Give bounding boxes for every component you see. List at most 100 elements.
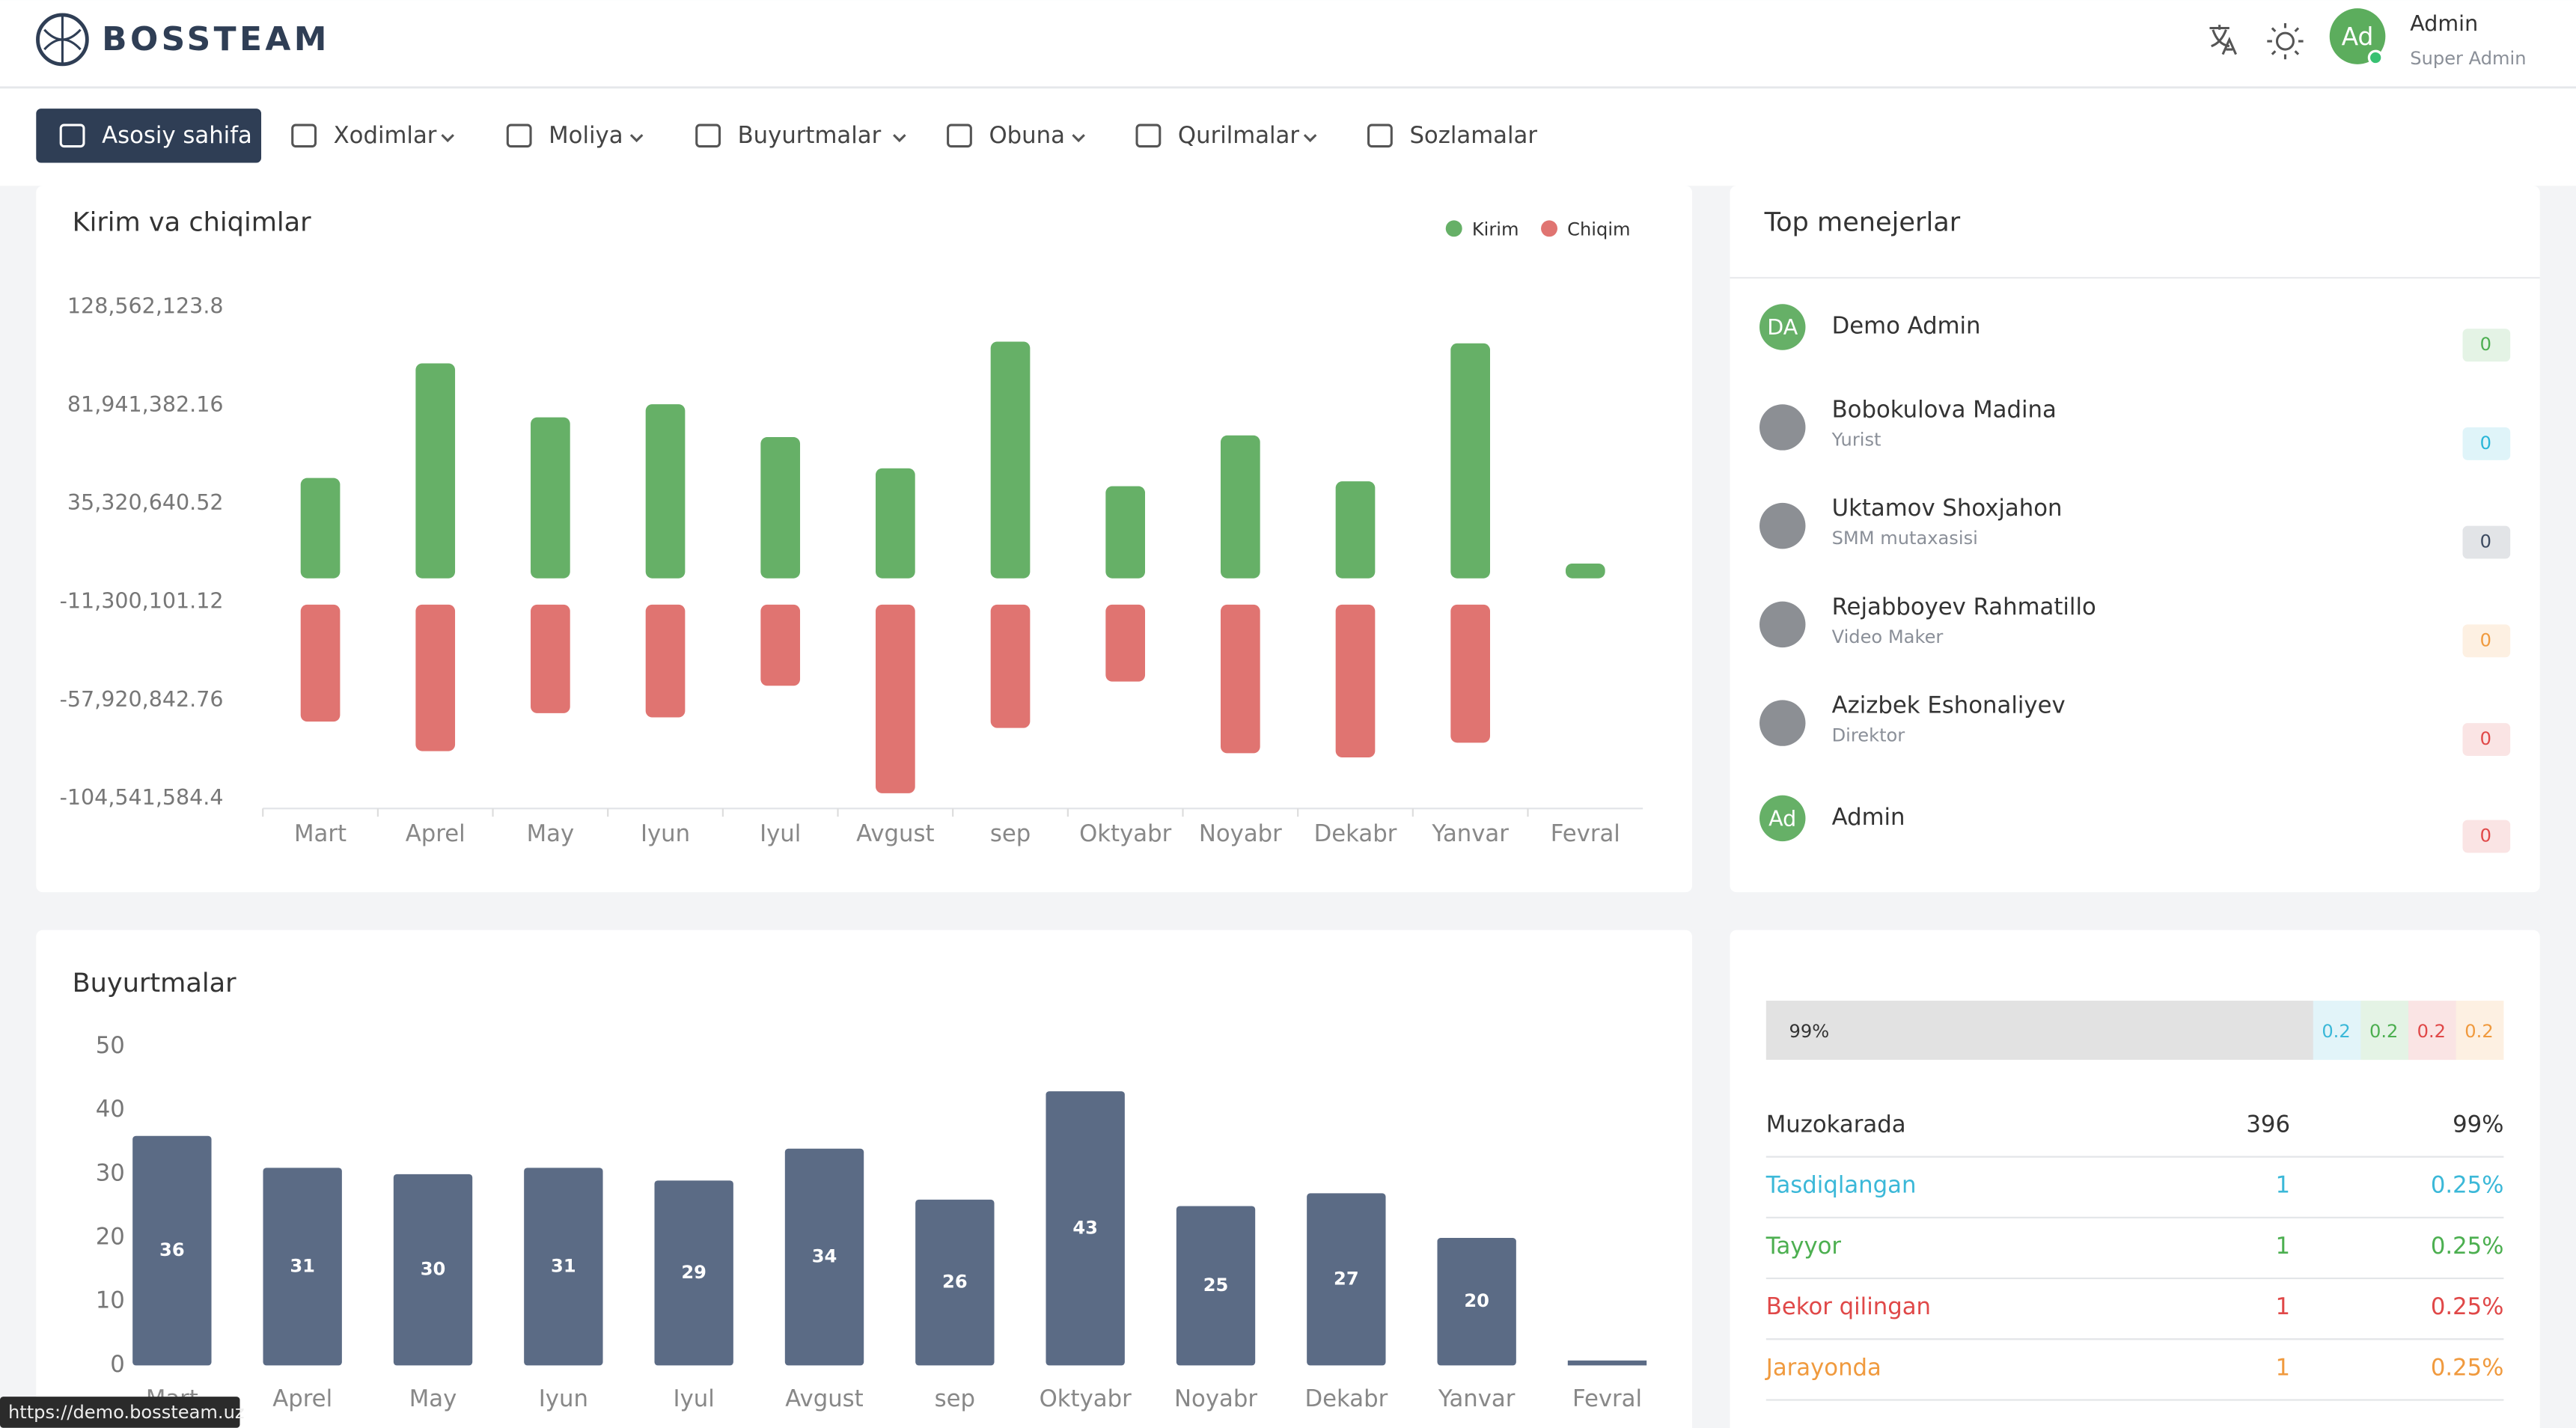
- manager-row[interactable]: Ad Admin 0: [1759, 795, 2511, 853]
- y-tick-label: -57,920,842.76: [60, 687, 224, 712]
- progress-label: 0.2: [2464, 1021, 2493, 1042]
- x-tick-label: Noyabr: [1174, 1385, 1257, 1412]
- x-tick-label: Fevral: [1572, 1385, 1642, 1412]
- bar: [263, 1168, 342, 1366]
- data-label: 29: [681, 1262, 706, 1283]
- nav-item[interactable]: Qurilmalar: [1135, 122, 1317, 149]
- nav-item[interactable]: Buyurtmalar: [695, 122, 906, 149]
- status-count: 396: [2246, 1111, 2290, 1138]
- chart-title: Kirim va chiqimlar: [73, 207, 312, 238]
- x-tick-label: Yanvar: [1431, 820, 1509, 847]
- user-name: Admin: [2410, 11, 2478, 36]
- manager-name: Uktamov Shoxjahon: [1832, 495, 2063, 522]
- badge-count: 0: [2480, 531, 2491, 552]
- logo-mark: [43, 14, 82, 64]
- status-label[interactable]: Bekor qilingan: [1766, 1293, 1931, 1320]
- nav-label: Sozlamalar: [1409, 122, 1537, 149]
- badge-count: 0: [2480, 826, 2491, 846]
- bar: [915, 1199, 995, 1366]
- manager-row[interactable]: Azizbek Eshonaliyev Direktor 0: [1759, 692, 2511, 756]
- y-tick-label: -11,300,101.12: [60, 589, 224, 614]
- logo[interactable]: BOSSTEAM: [36, 13, 329, 67]
- bar: [784, 1148, 864, 1366]
- nav-item[interactable]: Sozlamalar: [1367, 122, 1538, 149]
- progress-segment: [1765, 1001, 2313, 1061]
- badge-count: 0: [2480, 728, 2491, 749]
- manager-row[interactable]: Uktamov Shoxjahon SMM mutaxasisi 0: [1759, 495, 2511, 559]
- legend-label[interactable]: Chiqim: [1567, 219, 1630, 240]
- progress-segment: [2408, 1001, 2456, 1061]
- avatar: [1759, 601, 1806, 648]
- status-label[interactable]: Jarayonda: [1765, 1354, 1881, 1381]
- nav-icon: [1135, 123, 1162, 148]
- avatar: [1759, 700, 1806, 746]
- manager-role: Direktor: [1832, 725, 1905, 746]
- y-tick-label: 30: [96, 1159, 125, 1186]
- progress-segment: [2313, 1001, 2361, 1061]
- bar: [1046, 1091, 1125, 1366]
- y-tick-label: 10: [96, 1287, 125, 1314]
- bar: [524, 1168, 603, 1366]
- badge: [2462, 624, 2511, 658]
- avatar-initials: Ad: [2342, 22, 2374, 51]
- bar: [1220, 604, 1260, 754]
- icon: [2275, 31, 2295, 51]
- x-tick-label: Avgust: [856, 820, 934, 847]
- bar: [1335, 604, 1376, 758]
- bar: [876, 468, 915, 579]
- translate-icon[interactable]: [2209, 25, 2238, 55]
- data-label: 30: [421, 1259, 446, 1280]
- data-label: 25: [1203, 1275, 1229, 1296]
- nav-item[interactable]: Obuna: [947, 122, 1085, 149]
- bar: [760, 437, 801, 579]
- x-tick-label: Iyul: [760, 820, 801, 847]
- nav-icon: [59, 123, 85, 148]
- badge-count: 0: [2480, 334, 2491, 355]
- nav-item[interactable]: Moliya: [506, 122, 644, 149]
- status-count: 1: [2275, 1172, 2290, 1199]
- status-count: 1: [2275, 1354, 2290, 1381]
- x-tick-label: Iyul: [674, 1385, 715, 1412]
- status-percent: 99%: [2453, 1111, 2503, 1138]
- status-count: 1: [2275, 1233, 2290, 1260]
- progress-label: 0.2: [2417, 1021, 2446, 1042]
- status-bar: [0, 1397, 240, 1428]
- manager-row[interactable]: Rejabboyev Rahmatillo Video Maker 0: [1759, 594, 2511, 658]
- status-label[interactable]: Tayyor: [1765, 1233, 1842, 1260]
- status-percent: 0.25%: [2431, 1354, 2504, 1381]
- status-label[interactable]: Tasdiqlangan: [1765, 1172, 1917, 1199]
- avatar-initials: DA: [1767, 315, 1798, 340]
- bar: [1335, 481, 1376, 579]
- chevron: [893, 134, 906, 143]
- user-menu[interactable]: Ad Admin Super Admin: [2329, 8, 2527, 69]
- data-label: 20: [1464, 1290, 1489, 1311]
- bar: [300, 477, 341, 579]
- bar: [760, 604, 801, 686]
- nav-icon: [695, 123, 721, 148]
- x-tick-label: sep: [935, 1385, 975, 1412]
- bar: [1307, 1193, 1386, 1366]
- badge-count: 0: [2480, 629, 2491, 650]
- manager-row[interactable]: DA Demo Admin 0: [1759, 304, 2511, 362]
- nav: Asosiy sahifa Xodimlar Moliya Buyurtmalar Ob…: [36, 109, 1538, 163]
- avatar: [1759, 304, 1806, 350]
- x-tick-label: Dekabr: [1314, 820, 1397, 847]
- y-tick-label: -104,541,584.4: [60, 785, 224, 810]
- nav-item[interactable]: Xodimlar: [291, 122, 454, 149]
- card: [36, 186, 1693, 893]
- x-tick-label: Dekabr: [1304, 1385, 1388, 1412]
- x-tick-label: Noyabr: [1199, 820, 1282, 847]
- manager-row[interactable]: Bobokulova Madina Yurist 0: [1759, 396, 2511, 460]
- legend-label[interactable]: Kirim: [1472, 219, 1519, 240]
- badge-count: 0: [2480, 433, 2491, 454]
- status-label[interactable]: Muzokarada: [1766, 1111, 1906, 1138]
- header: [0, 0, 2576, 88]
- data-label: 36: [159, 1239, 185, 1260]
- status-count: 1: [2275, 1293, 2290, 1320]
- status-url: https://demo.bossteam.uz: [8, 1402, 245, 1423]
- y-tick-label: 35,320,640.52: [67, 490, 224, 515]
- theme-icon[interactable]: [2267, 22, 2304, 60]
- bar: [531, 604, 570, 713]
- nav-item[interactable]: Asosiy sahifa: [36, 109, 262, 163]
